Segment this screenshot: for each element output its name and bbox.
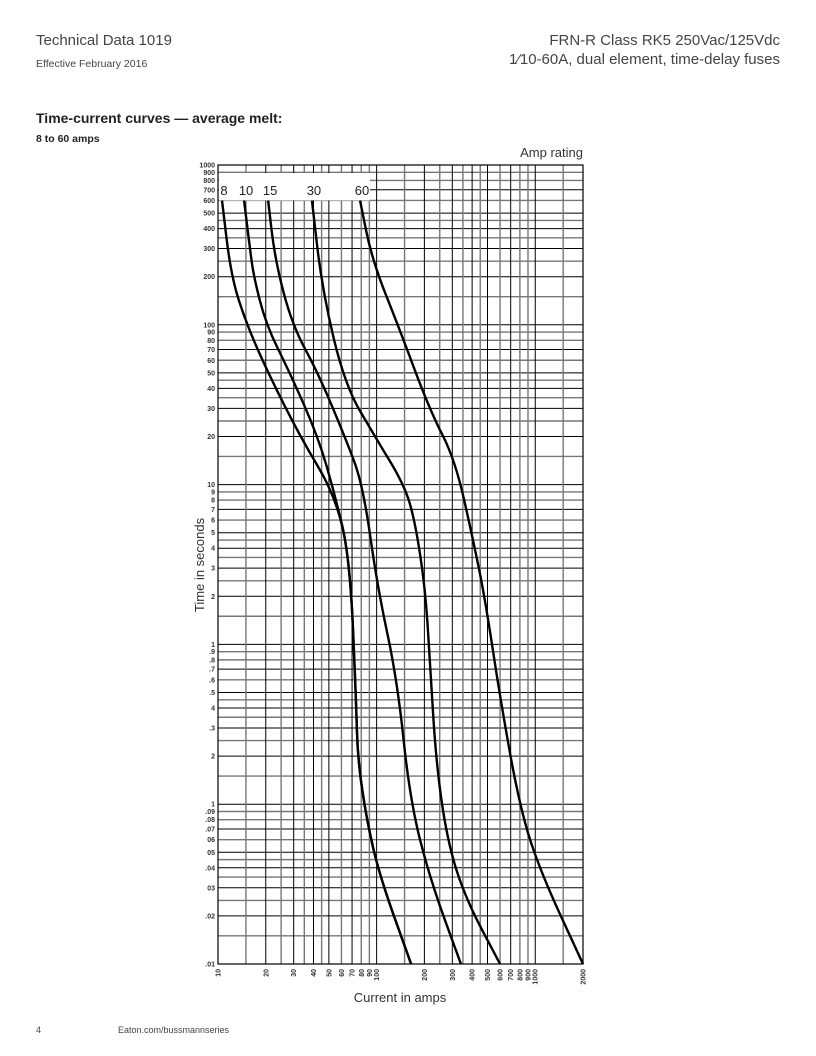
- y-tick-label: 90: [207, 330, 215, 337]
- x-tick-label: 50: [326, 969, 333, 977]
- y-tick-label: 50: [207, 370, 215, 377]
- x-tick-label: 900: [525, 969, 532, 981]
- curve-30-amp: [310, 200, 502, 965]
- x-tick-label: 600: [498, 969, 505, 981]
- curve-60-amp: [358, 200, 585, 965]
- x-tick-label: 30: [291, 969, 298, 977]
- amp-label-60: 60: [355, 183, 369, 198]
- y-tick-label: 10: [207, 482, 215, 489]
- y-tick-label: 70: [207, 347, 215, 354]
- x-tick-label: 80: [359, 969, 366, 977]
- y-tick-label: 1000: [199, 163, 215, 170]
- y-tick-label: 7: [211, 507, 215, 514]
- product-title: FRN-R Class RK5 250Vac/125Vdc: [549, 32, 780, 49]
- x-tick-label: 10: [216, 969, 223, 977]
- x-axis-label: Current in amps: [354, 990, 447, 1005]
- y-tick-label: 600: [203, 198, 215, 205]
- x-tick-label: 300: [450, 969, 457, 981]
- y-tick-label: 2: [211, 594, 215, 601]
- y-tick-label: .09: [205, 809, 215, 816]
- curve-10-amp: [242, 200, 413, 965]
- y-tick-label: .8: [209, 657, 215, 664]
- x-tick-label: 100: [374, 969, 381, 981]
- x-tick-label: 700: [508, 969, 515, 981]
- y-tick-label: 500: [203, 211, 215, 218]
- y-tick-label: .04: [205, 865, 215, 872]
- y-tick-label: 80: [207, 338, 215, 345]
- x-tick-label: 1000: [533, 969, 540, 985]
- grid: [217, 165, 584, 965]
- curve-15-amp: [266, 200, 463, 965]
- x-tick-label: 2000: [581, 969, 588, 985]
- x-tick-label: 90: [367, 969, 374, 977]
- y-tick-label: .02: [205, 913, 215, 920]
- document-title: Technical Data 1019: [36, 32, 172, 49]
- x-tick-label: 800: [517, 969, 524, 981]
- y-tick-label: 40: [207, 386, 215, 393]
- y-tick-label: .7: [209, 667, 215, 674]
- product-subtitle: 1⁄10-60A, dual element, time-delay fuses: [509, 51, 780, 68]
- y-tick-label: 300: [203, 246, 215, 253]
- y-tick-label: 05: [207, 850, 215, 857]
- y-tick-label: .6: [209, 677, 215, 684]
- x-tick-label: 60: [339, 969, 346, 977]
- y-tick-label: 100: [203, 322, 215, 329]
- y-tick-label: 2: [211, 754, 215, 761]
- y-tick-label: .07: [205, 826, 215, 833]
- y-tick-label: 1: [211, 642, 215, 649]
- y-tick-label: 4: [211, 546, 215, 553]
- tick-labels: 1000900800700600500400300200100908070605…: [199, 163, 587, 985]
- curves: [220, 200, 585, 965]
- footer-url[interactable]: Eaton.com/bussmannseries: [118, 1025, 230, 1035]
- curve-8-amp: [220, 200, 413, 965]
- y-tick-label: 1: [211, 802, 215, 809]
- y-tick-label: 3: [211, 566, 215, 573]
- y-tick-label: 800: [203, 178, 215, 185]
- amp-label-box: [219, 173, 370, 201]
- legend-title: Amp rating: [520, 145, 583, 160]
- x-tick-label: 400: [470, 969, 477, 981]
- y-tick-label: 30: [207, 406, 215, 413]
- y-tick-label: 5: [211, 530, 215, 537]
- page-number: 4: [36, 1025, 42, 1035]
- y-tick-label: 9: [211, 489, 215, 496]
- x-tick-label: 70: [350, 969, 357, 977]
- y-tick-label: 06: [207, 837, 215, 844]
- y-tick-label: .9: [209, 649, 215, 656]
- y-tick-label: .08: [205, 817, 215, 824]
- x-tick-label: 20: [263, 969, 270, 977]
- x-tick-label: 500: [485, 969, 492, 981]
- section-subtitle: 8 to 60 amps: [36, 133, 100, 145]
- y-tick-label: .5: [209, 690, 215, 697]
- y-tick-label: 20: [207, 434, 215, 441]
- y-tick-label: 6: [211, 518, 215, 525]
- amp-label-30: 30: [307, 183, 321, 198]
- y-tick-label: 60: [207, 358, 215, 365]
- y-axis-label: Time in seconds: [192, 517, 207, 612]
- y-tick-label: 4: [211, 705, 215, 712]
- x-tick-label: 40: [311, 969, 318, 977]
- amp-label-15: 15: [263, 183, 277, 198]
- plot-frame: [217, 164, 584, 965]
- y-tick-label: 900: [203, 170, 215, 177]
- amp-labels: 8 10 15 30 60: [220, 183, 369, 198]
- y-tick-label: .3: [209, 725, 215, 732]
- y-tick-label: 700: [203, 187, 215, 194]
- section-title: Time-current curves — average melt:: [36, 110, 283, 126]
- y-tick-label: 400: [203, 226, 215, 233]
- y-tick-label: 200: [203, 274, 215, 281]
- x-tick-label: 200: [422, 969, 429, 981]
- amp-label-8: 8: [220, 183, 227, 198]
- y-tick-label: 8: [211, 498, 215, 505]
- effective-date: Effective February 2016: [36, 58, 148, 70]
- y-tick-label: 03: [207, 885, 215, 892]
- y-tick-label: .01: [205, 962, 215, 969]
- amp-label-10: 10: [239, 183, 253, 198]
